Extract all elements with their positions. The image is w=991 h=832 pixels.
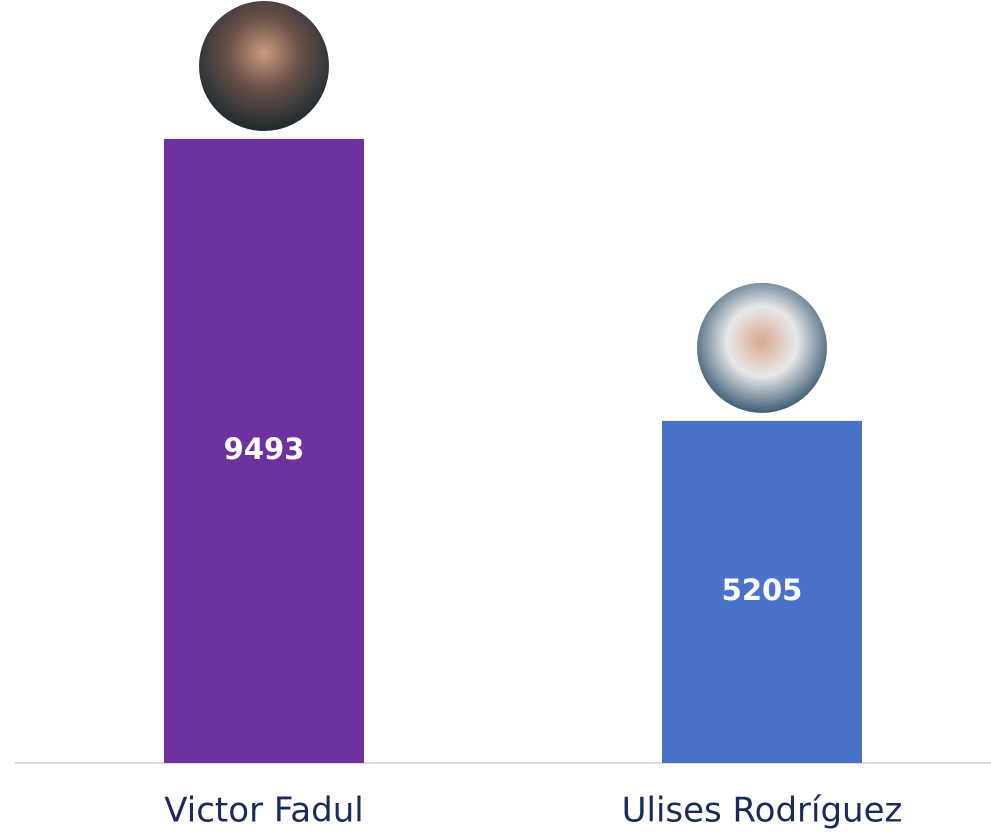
avatar [697,282,827,413]
x-tick-label: Ulises Rodríguez [622,791,903,831]
x-tick-label: Victor Fadul [164,791,363,831]
avatar [199,1,329,131]
value-label: 9493 [224,432,305,466]
bar [164,139,364,763]
bar [662,420,862,763]
value-label: 5205 [722,573,803,607]
